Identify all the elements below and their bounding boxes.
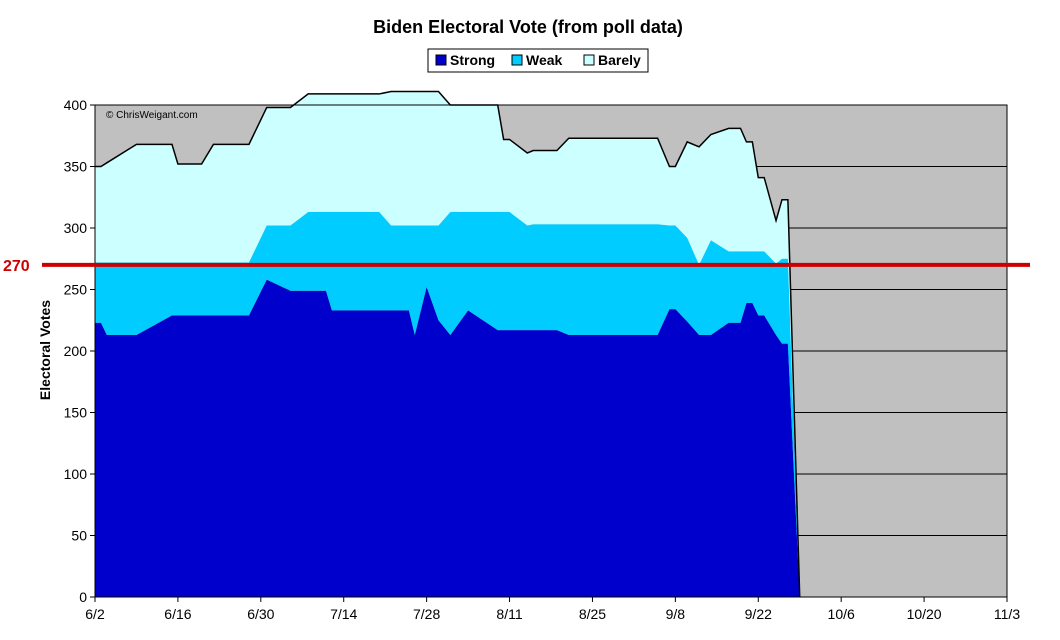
x-tick-label: 6/2 — [85, 606, 105, 622]
y-tick-label: 400 — [64, 97, 88, 113]
area-weak — [95, 212, 800, 597]
legend: Strong Weak Barely — [427, 48, 649, 73]
y-tick-label: 350 — [64, 159, 88, 175]
x-tick-label: 7/14 — [330, 606, 357, 622]
y-tick-label: 150 — [64, 405, 88, 421]
x-tick-label: 8/25 — [579, 606, 606, 622]
y-axis: 0 50 100 150 200 250 300 350 400 — [64, 97, 95, 605]
plot-area — [94, 90, 1008, 598]
x-tick-label: 6/16 — [164, 606, 191, 622]
x-axis: 6/2 6/16 6/30 7/14 7/28 8/11 8/25 9/8 9/22 10/6 10… — [85, 597, 1020, 622]
stacked-areas — [95, 90, 801, 598]
y-tick-label: 250 — [64, 282, 88, 298]
legend-label-strong: Strong — [450, 52, 495, 68]
legend-label-weak: Weak — [526, 52, 563, 68]
legend-label-barely: Barely — [598, 52, 641, 68]
x-tick-label: 6/30 — [247, 606, 274, 622]
legend-swatch-strong — [435, 54, 447, 66]
copyright-note: © ChrisWeigant.com — [106, 110, 198, 121]
area-strong — [95, 279, 800, 597]
y-tick-label: 100 — [64, 466, 88, 482]
area-barely — [95, 91, 800, 597]
y-tick-label: 200 — [64, 343, 88, 359]
x-tick-label: 10/6 — [828, 606, 855, 622]
x-tick-label: 9/22 — [745, 606, 772, 622]
x-tick-label: 8/11 — [496, 606, 522, 622]
y-tick-label: 300 — [64, 220, 88, 236]
threshold-label: 270 — [3, 258, 30, 275]
x-tick-label: 9/8 — [666, 606, 686, 622]
legend-swatch-barely — [583, 54, 595, 66]
chart-title: Biden Electoral Vote (from poll data) — [373, 17, 683, 37]
y-tick-label: 50 — [71, 528, 87, 544]
legend-swatch-weak — [511, 54, 523, 66]
x-tick-label: 7/28 — [413, 606, 440, 622]
y-tick-label: 0 — [79, 589, 87, 605]
threshold-270: 270 — [3, 258, 1030, 275]
x-tick-label: 10/20 — [907, 606, 942, 622]
x-tick-label: 11/3 — [994, 606, 1020, 622]
y-axis-label: Electoral Votes — [37, 300, 53, 400]
